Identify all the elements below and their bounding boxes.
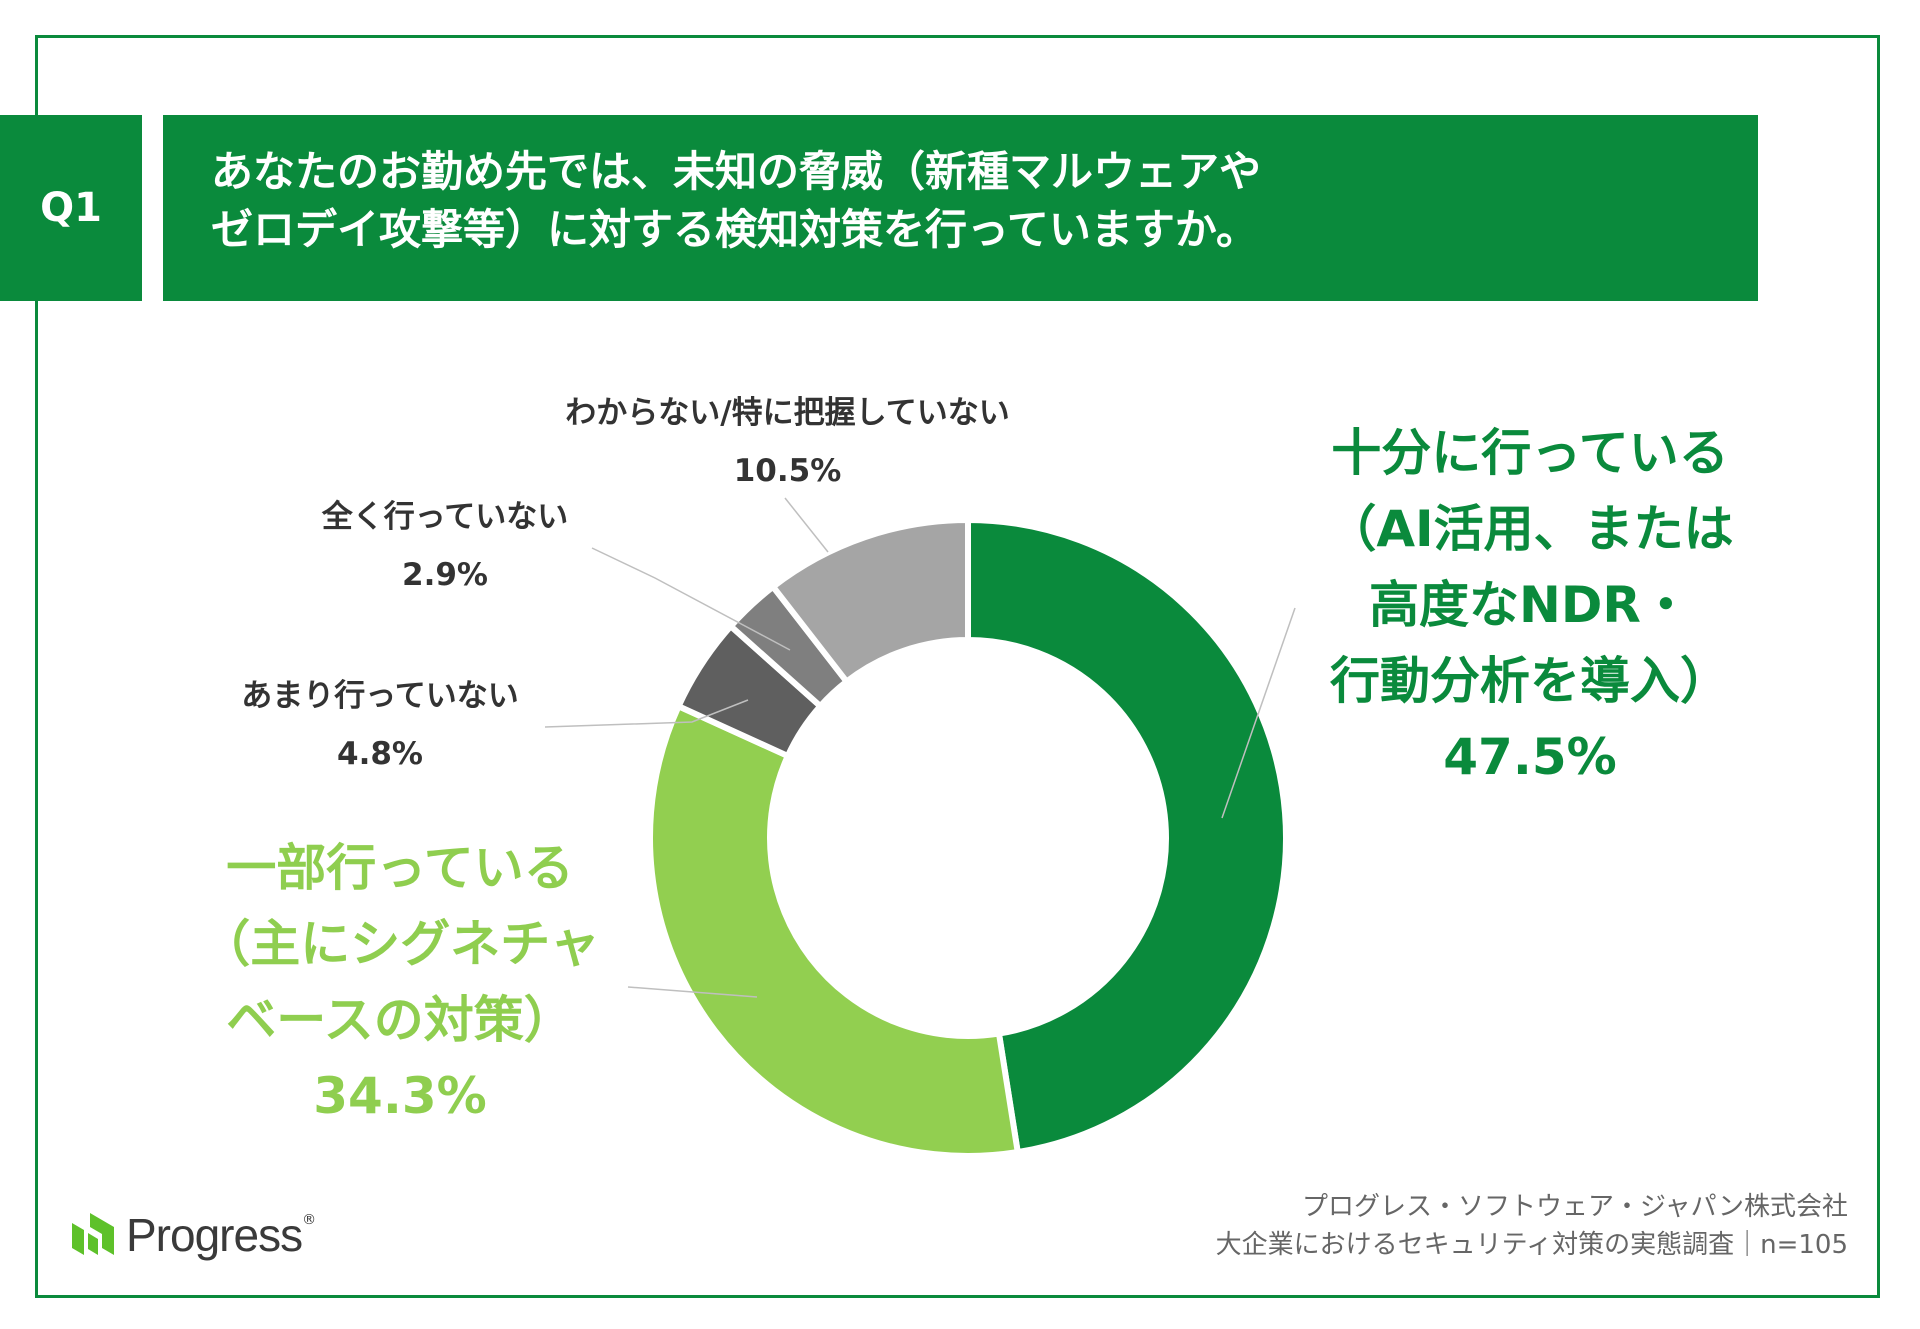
slice-label-fully-line-3: 高度なNDR・	[1369, 576, 1691, 634]
question-title-line-1: あなたのお勤め先では、未知の脅威（新種マルウェアや	[211, 147, 1262, 196]
slice-label-partially-line-1: 一部行っている	[226, 839, 574, 897]
leader-line-not-at-all	[591, 547, 791, 651]
chart-frame	[35, 35, 1880, 1298]
question-number: Q1	[0, 115, 142, 301]
question-title-line-2: ゼロデイ攻撃等）に対する検知対策を行っていますか。	[211, 205, 1259, 254]
slice-value-fully: 47.5%	[1443, 728, 1617, 786]
slice-label-partially-line-3: ベースの対策）	[226, 991, 574, 1049]
question-title: あなたのお勤め先では、未知の脅威（新種マルウェアや ゼロデイ攻撃等）に対する検知…	[163, 115, 1758, 301]
slice-value-partially: 34.3%	[313, 1067, 487, 1125]
slice-label-fully-line-1: 十分に行っている	[1331, 424, 1729, 482]
slice-label-rarely-line-1: あまり行っていない	[241, 678, 519, 714]
slice-label-fully-line-2: （AI活用、または	[1326, 500, 1734, 558]
leader-line-fully	[1221, 607, 1296, 819]
progress-logo-icon	[72, 1213, 114, 1255]
slice-label-fully-line-4: 行動分析を導入）	[1330, 652, 1730, 710]
leader-line-unknown	[784, 497, 829, 553]
slice-label-unknown: わからない/特に把握していない 10.5%	[520, 384, 1055, 500]
slice-label-fully: 十分に行っている （AI活用、または 高度なNDR・ 行動分析を導入） 47.5…	[1300, 415, 1760, 795]
donut-slice-partially	[647, 702, 1022, 1159]
slice-label-unknown-line-1: わからない/特に把握していない	[565, 395, 1010, 431]
slice-label-partially-line-2: （主にシグネチャ	[200, 915, 600, 973]
slice-label-not-at-all: 全く行っていない 2.9%	[290, 488, 600, 604]
progress-logo-text: Progress	[126, 1209, 303, 1261]
donut-slice-fully	[965, 516, 1289, 1156]
slice-value-rarely: 4.8%	[337, 736, 423, 772]
donut-slice-unknown	[768, 516, 971, 686]
leader-line-rarely	[544, 699, 749, 728]
source-note-line-1: プログレス・ソフトウェア・ジャパン株式会社	[1301, 1192, 1848, 1222]
slice-label-rarely: あまり行っていない 4.8%	[215, 667, 545, 783]
progress-logo: Progress ®	[68, 1208, 316, 1262]
slice-label-partially: 一部行っている （主にシグネチャ ベースの対策） 34.3%	[190, 830, 610, 1134]
slice-value-not-at-all: 2.9%	[402, 557, 488, 593]
source-note-line-2: 大企業におけるセキュリティ対策の実態調査｜n=105	[1215, 1230, 1848, 1260]
leader-line-partially	[627, 986, 758, 998]
source-note: プログレス・ソフトウェア・ジャパン株式会社 大企業におけるセキュリティ対策の実態…	[1216, 1188, 1848, 1264]
slice-value-unknown: 10.5%	[733, 453, 842, 489]
slice-label-not-at-all-line-1: 全く行っていない	[321, 499, 569, 535]
progress-logo-reg: ®	[302, 1212, 317, 1228]
